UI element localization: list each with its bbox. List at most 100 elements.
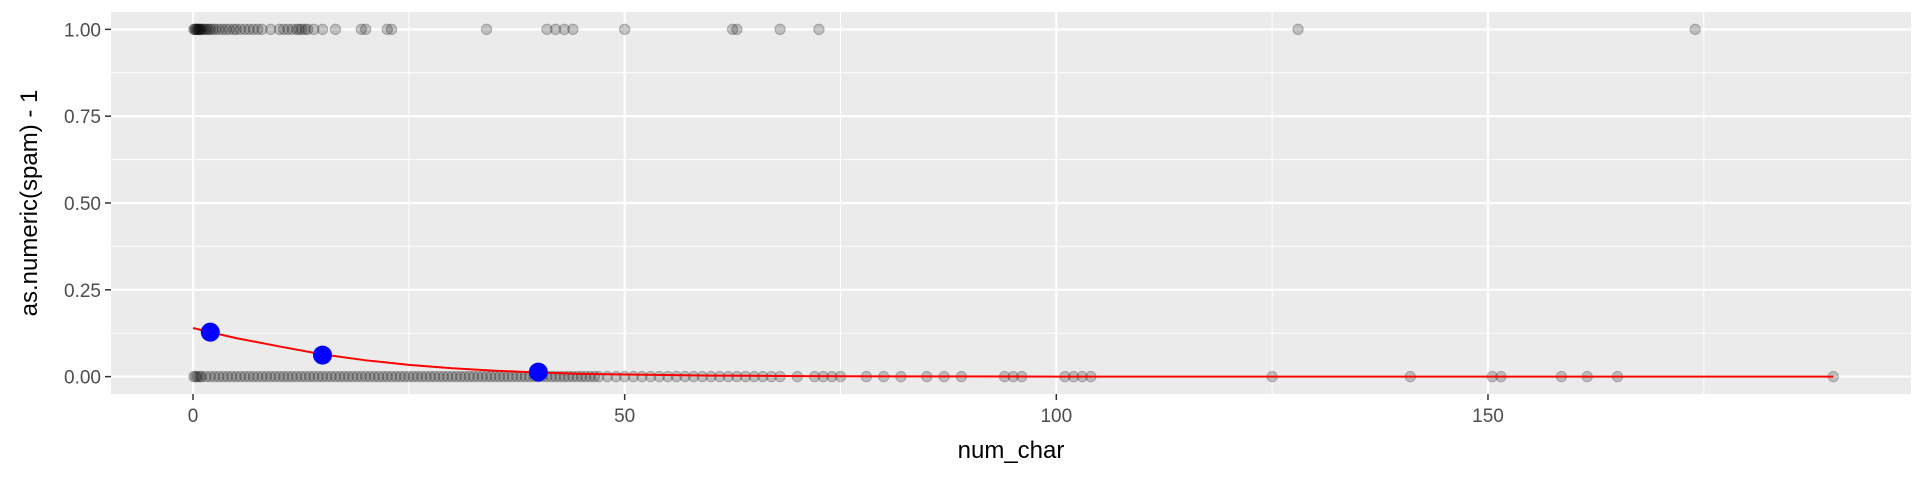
data-point bbox=[433, 370, 445, 383]
data-point bbox=[269, 370, 281, 383]
data-point bbox=[299, 23, 311, 36]
data-point bbox=[355, 23, 368, 36]
data-point bbox=[207, 23, 219, 36]
highlight-point bbox=[528, 362, 548, 382]
x-tick-label: 0 bbox=[188, 406, 199, 427]
data-point bbox=[273, 370, 286, 383]
data-point bbox=[220, 23, 232, 36]
data-point bbox=[480, 370, 493, 383]
data-point bbox=[454, 370, 467, 383]
data-point bbox=[243, 23, 255, 36]
major-gridlines bbox=[111, 12, 1911, 394]
data-point bbox=[194, 23, 206, 36]
data-point bbox=[329, 23, 342, 36]
data-point bbox=[312, 370, 324, 383]
data-point bbox=[368, 370, 381, 383]
data-point bbox=[189, 23, 201, 36]
data-point bbox=[688, 370, 700, 383]
data-point bbox=[195, 370, 208, 383]
data-point bbox=[197, 23, 210, 36]
data-point bbox=[394, 370, 406, 383]
data-point bbox=[189, 370, 202, 383]
data-point bbox=[463, 370, 475, 383]
data-point bbox=[234, 23, 247, 36]
data-point bbox=[316, 370, 329, 383]
data-point bbox=[193, 23, 205, 36]
data-point bbox=[385, 370, 398, 383]
data-point bbox=[467, 370, 480, 383]
data-point bbox=[398, 370, 411, 383]
data-point bbox=[429, 370, 441, 383]
data-point bbox=[208, 370, 221, 383]
data-point bbox=[192, 23, 204, 36]
data-point bbox=[293, 23, 305, 36]
data-point bbox=[221, 370, 234, 383]
data-point bbox=[190, 23, 203, 36]
data-point bbox=[234, 370, 247, 383]
data-point bbox=[385, 23, 398, 36]
data-point bbox=[282, 23, 294, 36]
data-point bbox=[265, 370, 277, 383]
data-point bbox=[390, 370, 402, 383]
data-point bbox=[199, 23, 211, 36]
data-point bbox=[316, 23, 329, 36]
data-point bbox=[726, 23, 739, 36]
y-tick-label: 0.25 bbox=[64, 281, 101, 302]
data-point bbox=[662, 370, 674, 383]
x-tick-label: 150 bbox=[1472, 406, 1504, 427]
highlight-point bbox=[313, 345, 333, 365]
data-point bbox=[282, 370, 294, 383]
data-point bbox=[774, 23, 786, 36]
data-point bbox=[204, 23, 216, 36]
data-point bbox=[696, 370, 709, 383]
data-point bbox=[381, 23, 393, 36]
data-point bbox=[472, 370, 484, 383]
data-point bbox=[239, 23, 251, 36]
data-point bbox=[265, 23, 277, 36]
data-point bbox=[480, 23, 493, 36]
data-point bbox=[355, 370, 368, 383]
data-point bbox=[705, 370, 717, 383]
data-point bbox=[290, 23, 303, 36]
data-point bbox=[359, 370, 372, 383]
data-point bbox=[189, 23, 202, 36]
data-point bbox=[476, 370, 488, 383]
data-point bbox=[424, 370, 437, 383]
data-point bbox=[226, 370, 238, 383]
data-point bbox=[338, 370, 350, 383]
data-point bbox=[1689, 23, 1701, 36]
data-point bbox=[217, 370, 229, 383]
data-point bbox=[243, 370, 255, 383]
data-point bbox=[213, 370, 225, 383]
data-point bbox=[679, 370, 691, 383]
data-point bbox=[420, 370, 432, 383]
data-point bbox=[308, 23, 320, 36]
y-axis-title: as.numeric(spam) - 1 bbox=[16, 90, 43, 317]
y-tick-label: 1.00 bbox=[64, 20, 101, 41]
data-point bbox=[351, 370, 363, 383]
data-point bbox=[299, 370, 311, 383]
x-tick-label: 50 bbox=[614, 406, 635, 427]
data-point bbox=[403, 370, 415, 383]
data-point bbox=[191, 370, 204, 383]
data-point bbox=[308, 370, 320, 383]
data-point bbox=[416, 370, 428, 383]
data-point bbox=[230, 23, 242, 36]
data-point bbox=[446, 370, 458, 383]
data-point bbox=[377, 370, 389, 383]
data-point bbox=[321, 370, 333, 383]
data-point bbox=[256, 23, 268, 36]
data-point bbox=[200, 370, 212, 383]
data-point bbox=[303, 370, 316, 383]
data-point bbox=[295, 370, 307, 383]
data-point bbox=[201, 23, 213, 36]
data-point bbox=[252, 23, 264, 36]
data-point bbox=[188, 370, 200, 383]
data-point bbox=[411, 370, 424, 383]
data-point bbox=[204, 370, 216, 383]
data-point bbox=[260, 370, 273, 383]
data-point bbox=[342, 370, 355, 383]
x-tick-label: 100 bbox=[1040, 406, 1072, 427]
